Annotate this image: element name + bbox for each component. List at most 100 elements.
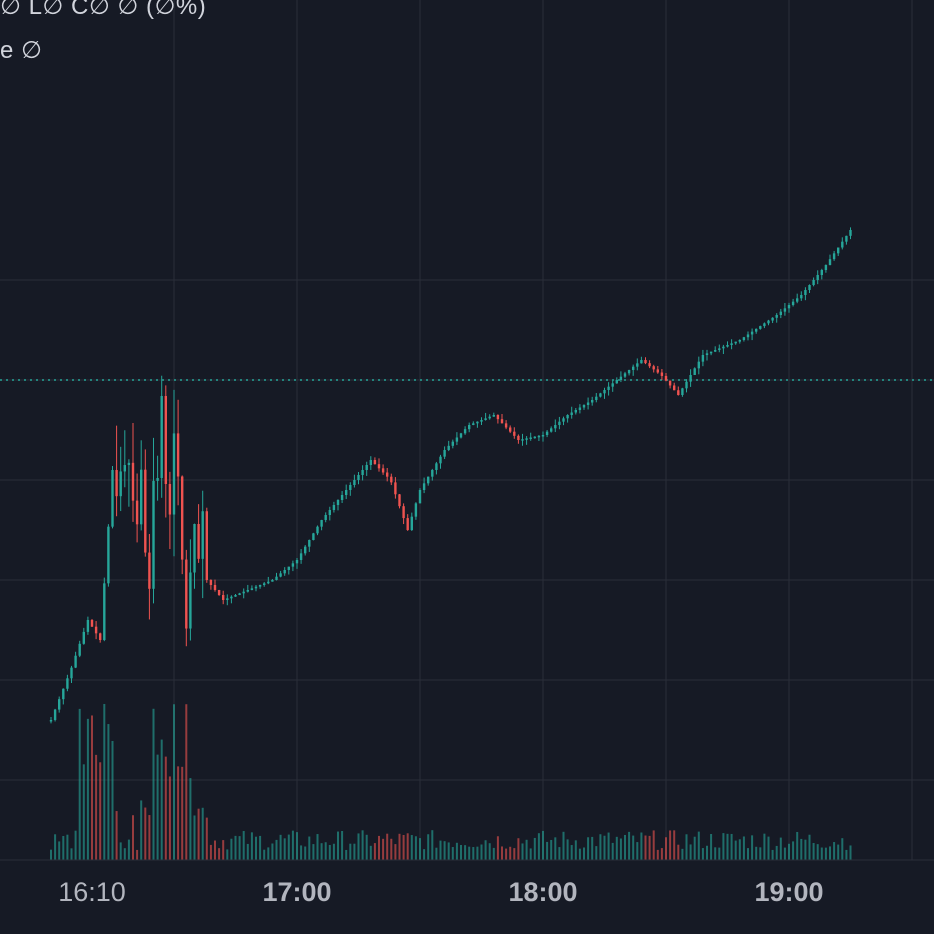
candle-body bbox=[443, 450, 446, 457]
volume-bar bbox=[414, 836, 417, 860]
volume-bar bbox=[308, 836, 311, 860]
volume-bar bbox=[58, 841, 61, 860]
candle-body bbox=[693, 368, 696, 375]
volume-bar bbox=[640, 832, 643, 860]
volume-bar bbox=[603, 835, 606, 860]
candle-body bbox=[127, 462, 131, 466]
volume-bar bbox=[783, 847, 786, 860]
candle-body bbox=[94, 626, 98, 634]
candle-body bbox=[714, 350, 717, 352]
candle-body bbox=[275, 576, 278, 580]
volume-bar bbox=[455, 842, 458, 860]
volume-bar bbox=[656, 849, 659, 860]
candle-body bbox=[603, 390, 606, 394]
candle-body bbox=[750, 331, 754, 335]
candle-body bbox=[767, 320, 770, 324]
candle-body bbox=[189, 572, 192, 629]
volume-bar bbox=[833, 842, 836, 860]
volume-bars bbox=[50, 703, 852, 860]
candle-body bbox=[570, 412, 573, 415]
volume-bar bbox=[619, 838, 622, 860]
volume-bar bbox=[259, 835, 262, 860]
volume-bar bbox=[324, 842, 327, 860]
candle-body bbox=[841, 241, 844, 248]
volume-bar bbox=[722, 833, 725, 860]
candle-body bbox=[685, 381, 688, 389]
candle-body bbox=[824, 265, 828, 270]
volume-bar bbox=[669, 830, 672, 860]
candle-body bbox=[660, 372, 664, 376]
candle-body bbox=[837, 247, 840, 254]
candle-body bbox=[295, 560, 299, 564]
candle-body bbox=[783, 308, 787, 312]
volume-bar bbox=[513, 848, 516, 860]
candle-body bbox=[168, 484, 172, 515]
volume-bar bbox=[341, 831, 344, 860]
candle-body bbox=[340, 495, 344, 500]
volume-bar bbox=[480, 844, 483, 860]
candle-body bbox=[205, 511, 208, 580]
volume-bar bbox=[681, 848, 684, 860]
volume-bar bbox=[160, 739, 163, 860]
volume-bar bbox=[472, 847, 475, 860]
candle-body bbox=[357, 475, 360, 480]
candle-body bbox=[828, 259, 832, 265]
candle-body bbox=[427, 476, 430, 484]
volume-bar bbox=[624, 834, 626, 860]
volume-bar bbox=[320, 843, 323, 860]
candle-body bbox=[533, 436, 536, 439]
candle-body bbox=[558, 421, 561, 425]
volume-bar bbox=[484, 840, 487, 860]
volume-bar bbox=[443, 841, 446, 860]
volume-bar bbox=[771, 849, 774, 860]
candle-body bbox=[652, 366, 655, 370]
volume-bar bbox=[701, 848, 704, 860]
volume-bar bbox=[689, 844, 692, 860]
candle-body bbox=[78, 643, 81, 656]
candle-body bbox=[193, 523, 196, 573]
volume-bar bbox=[66, 834, 69, 860]
volume-bar bbox=[255, 836, 257, 860]
candle-body bbox=[53, 709, 57, 720]
candle-body bbox=[640, 360, 643, 364]
volume-bar bbox=[517, 838, 520, 860]
volume-bar bbox=[226, 849, 229, 860]
candle-body bbox=[447, 445, 450, 450]
candle-body bbox=[513, 431, 516, 436]
candle-body bbox=[562, 418, 565, 422]
candle-body bbox=[308, 540, 311, 547]
candle-body bbox=[250, 588, 254, 590]
candle-body bbox=[201, 511, 204, 559]
volume-bar bbox=[304, 846, 307, 860]
candle-body bbox=[541, 435, 545, 437]
volume-bar bbox=[488, 843, 491, 860]
candle-body bbox=[246, 590, 249, 592]
candle-body bbox=[349, 485, 352, 490]
candle-body bbox=[369, 460, 372, 465]
candle-body bbox=[414, 503, 418, 517]
candle-body bbox=[222, 595, 225, 600]
volume-bar bbox=[136, 849, 139, 860]
candle-body bbox=[58, 699, 61, 710]
volume-bar bbox=[595, 846, 598, 860]
candle-body bbox=[148, 552, 151, 589]
candle-body bbox=[324, 515, 327, 520]
candle-body bbox=[591, 400, 594, 403]
candle-body bbox=[176, 433, 180, 477]
volume-bar bbox=[755, 846, 758, 860]
candle-body bbox=[537, 435, 541, 438]
candle-body bbox=[271, 580, 274, 582]
candle-body bbox=[775, 315, 778, 318]
volume-bar bbox=[427, 834, 430, 860]
volume-bar bbox=[570, 845, 573, 860]
candle-body bbox=[644, 360, 647, 364]
candle-body bbox=[119, 471, 122, 497]
candle-body bbox=[209, 580, 213, 585]
candle-body bbox=[365, 465, 368, 470]
volume-bar bbox=[779, 837, 782, 860]
candle-body bbox=[705, 353, 709, 355]
candle-body bbox=[254, 586, 258, 589]
volume-bar bbox=[820, 847, 823, 860]
